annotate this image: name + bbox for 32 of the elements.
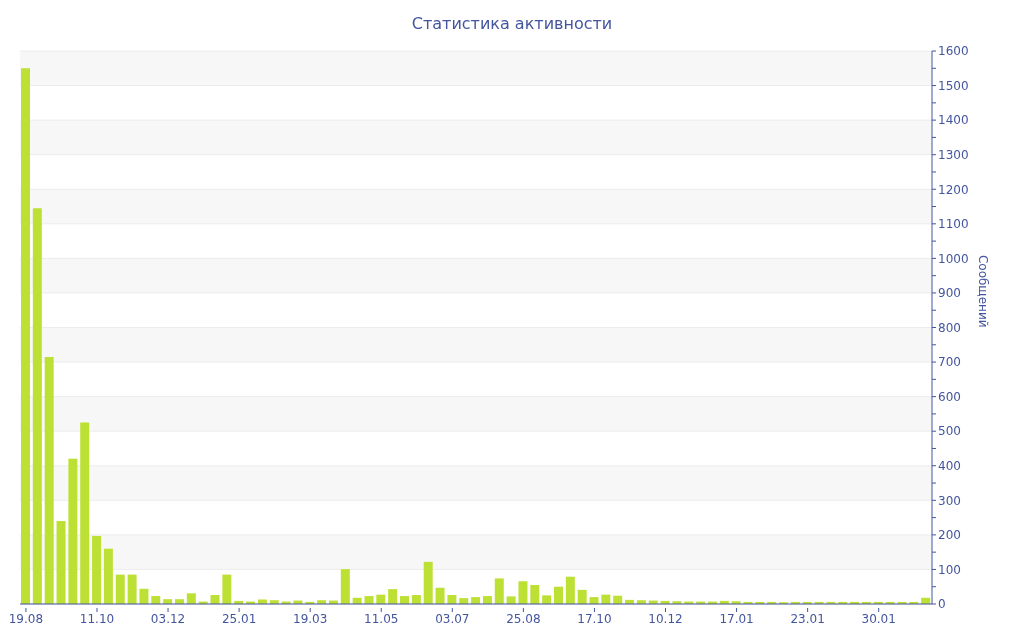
y-tick-label: 0 xyxy=(938,597,946,612)
y-tick-label: 300 xyxy=(938,493,961,508)
y-tick-label: 1300 xyxy=(938,147,969,162)
y-tick-label: 1600 xyxy=(938,44,969,59)
x-tick-label: 23.01 xyxy=(790,612,825,626)
x-tick-label: 25.08 xyxy=(506,612,541,626)
x-tick-label: 11.10 xyxy=(79,612,115,626)
y-tick-label: 600 xyxy=(938,389,961,404)
x-tick-label: 30.01 xyxy=(861,612,896,626)
x-tick-label: 25.01 xyxy=(221,612,257,626)
y-tick-label: 800 xyxy=(938,320,961,335)
y-tick-label: 400 xyxy=(938,459,961,474)
y-axis-title: Сообщений xyxy=(975,254,990,328)
x-tick-label: 17.10 xyxy=(577,612,612,626)
x-tick-label: 11.05 xyxy=(364,612,399,626)
chart-title: Статистика активности xyxy=(410,14,614,33)
y-tick-label: 1500 xyxy=(938,78,969,93)
y-tick-label: 200 xyxy=(938,528,961,543)
y-tick-label: 1400 xyxy=(938,113,969,128)
x-tick-label: 19.08 xyxy=(8,612,44,626)
y-tick-label: 900 xyxy=(938,286,961,301)
y-tick-label: 1200 xyxy=(938,182,969,197)
x-tick-label: 03.07 xyxy=(435,612,470,626)
y-tick-label: 500 xyxy=(938,424,961,439)
y-tick-label: 100 xyxy=(938,562,961,577)
x-tick-label: 17.01 xyxy=(719,612,754,626)
x-tick-label: 19.03 xyxy=(293,612,328,626)
x-tick-label: 10.12 xyxy=(648,612,683,626)
y-tick-label: 1100 xyxy=(938,217,969,232)
y-tick-label: 700 xyxy=(938,355,961,370)
x-tick-label: 03.12 xyxy=(150,612,186,626)
y-tick-label: 1000 xyxy=(938,251,969,266)
